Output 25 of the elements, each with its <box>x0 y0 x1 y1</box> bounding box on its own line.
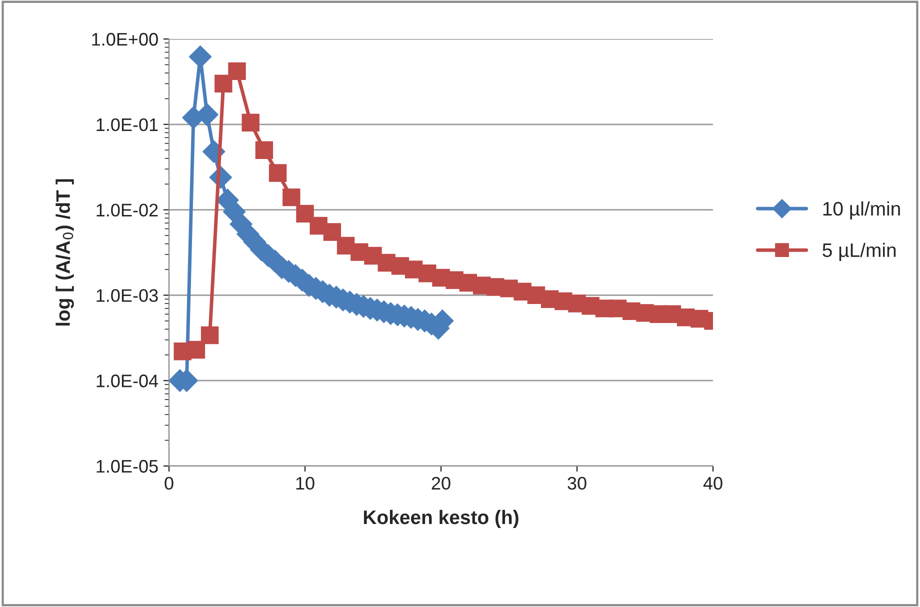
y-tick-label: 1.0E-03 <box>96 289 158 302</box>
x-tick-label: 20 <box>432 476 450 490</box>
point <box>187 340 206 359</box>
y-tick-label: 1.0E-04 <box>96 374 158 388</box>
point <box>296 204 314 223</box>
legend-label: 10 µl/min <box>823 201 900 220</box>
y-tick-label: 1.0E+00 <box>92 32 158 46</box>
point <box>242 114 260 132</box>
legend-label: 5 µL/min <box>822 242 896 261</box>
point <box>268 164 287 182</box>
y-tick-label: 1.0E-02 <box>96 204 158 217</box>
y-tick-label: 1.0E-05 <box>96 460 158 473</box>
point <box>255 141 274 159</box>
y-axis-title: log [ (A/A$_{0}$) /dT ] <box>56 179 74 326</box>
point <box>323 223 342 241</box>
x-axis-title: Kokeen kesto (h) <box>364 510 518 528</box>
point <box>228 62 246 80</box>
x-tick-label: 0 <box>164 476 174 490</box>
point <box>200 326 219 344</box>
point <box>214 74 232 93</box>
y-tick-label: 1.0E-01 <box>96 118 158 132</box>
x-tick-label: 30 <box>568 476 586 490</box>
x-tick-label: 40 <box>703 476 722 490</box>
x-tick-label: 10 <box>296 476 314 490</box>
point <box>282 188 300 206</box>
